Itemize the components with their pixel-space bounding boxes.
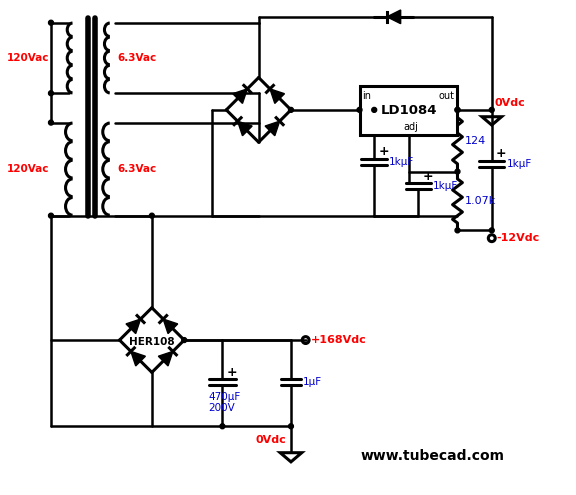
Circle shape xyxy=(490,228,494,233)
Text: adj: adj xyxy=(404,122,419,132)
FancyBboxPatch shape xyxy=(359,86,457,135)
Text: 470μF: 470μF xyxy=(209,392,241,402)
Polygon shape xyxy=(238,121,252,136)
Circle shape xyxy=(220,424,225,429)
Circle shape xyxy=(182,338,187,343)
Circle shape xyxy=(455,107,460,112)
Text: 0Vdc: 0Vdc xyxy=(255,435,286,445)
Circle shape xyxy=(48,120,54,125)
Text: +168Vdc: +168Vdc xyxy=(310,335,366,345)
Polygon shape xyxy=(265,121,279,136)
Circle shape xyxy=(455,169,460,174)
Circle shape xyxy=(455,107,460,112)
Text: HER108: HER108 xyxy=(129,337,175,347)
Text: 1.07k: 1.07k xyxy=(465,196,497,206)
Text: -12Vdc: -12Vdc xyxy=(497,233,540,243)
Circle shape xyxy=(372,107,377,112)
Circle shape xyxy=(289,107,293,112)
Text: 0Vdc: 0Vdc xyxy=(495,98,525,108)
Polygon shape xyxy=(233,89,247,103)
Circle shape xyxy=(357,107,362,112)
Circle shape xyxy=(490,107,494,112)
Text: LD1084: LD1084 xyxy=(380,104,437,117)
Text: 1μF: 1μF xyxy=(303,377,322,387)
Text: +: + xyxy=(378,146,389,158)
Text: 6.3Vac: 6.3Vac xyxy=(118,53,157,63)
Circle shape xyxy=(289,424,293,429)
Circle shape xyxy=(48,91,54,96)
Text: in: in xyxy=(362,91,372,101)
Text: 1kμF: 1kμF xyxy=(389,157,414,167)
Circle shape xyxy=(149,213,154,218)
Polygon shape xyxy=(270,89,285,103)
Text: 124: 124 xyxy=(465,136,487,146)
Text: 6.3Vac: 6.3Vac xyxy=(118,164,157,174)
Text: 1kμF: 1kμF xyxy=(506,159,532,169)
Text: 200V: 200V xyxy=(209,403,236,413)
Text: +: + xyxy=(422,170,433,183)
Text: www.tubecad.com: www.tubecad.com xyxy=(361,448,505,463)
Text: +: + xyxy=(226,366,237,379)
Text: 120Vac: 120Vac xyxy=(6,53,49,63)
Polygon shape xyxy=(126,319,141,334)
Circle shape xyxy=(48,20,54,25)
Text: 1kμF: 1kμF xyxy=(433,181,458,191)
Text: +: + xyxy=(496,148,506,160)
Text: 120Vac: 120Vac xyxy=(6,164,49,174)
Circle shape xyxy=(455,228,460,233)
Polygon shape xyxy=(131,351,145,366)
Circle shape xyxy=(48,213,54,218)
Polygon shape xyxy=(387,10,401,24)
Polygon shape xyxy=(163,319,178,334)
Text: out: out xyxy=(438,91,454,101)
Polygon shape xyxy=(158,351,173,366)
